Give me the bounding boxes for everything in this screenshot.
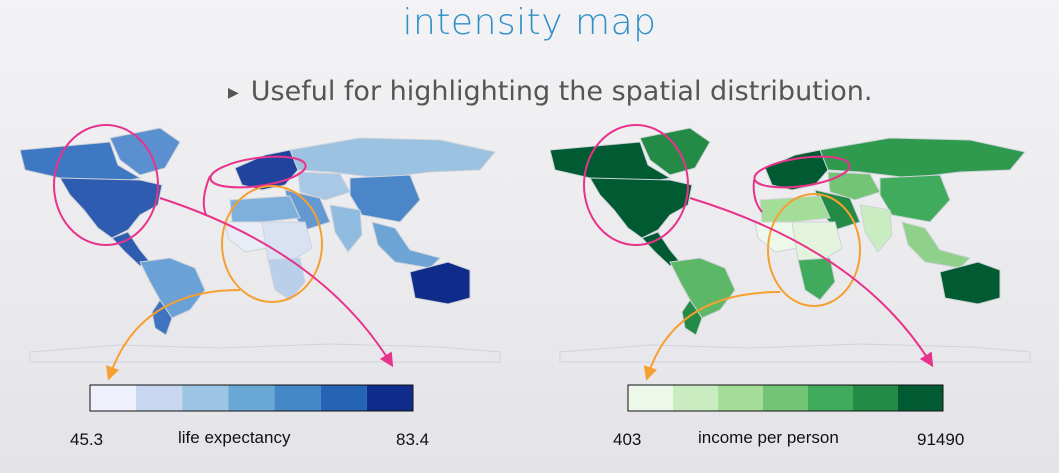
region-north-america xyxy=(589,177,693,239)
legend-swatch xyxy=(718,385,763,411)
legend-swatch xyxy=(853,385,898,411)
pink-connector-left xyxy=(202,175,211,216)
region-africa-central xyxy=(261,221,313,263)
region-patagonia xyxy=(151,299,173,336)
region-south-america xyxy=(139,257,206,319)
region-australia xyxy=(409,261,471,305)
legend-swatch xyxy=(274,385,321,411)
bullet-item: ▶ Useful for highlighting the spatial dis… xyxy=(228,76,872,107)
legend-swatch xyxy=(136,385,183,411)
legend-life-expectancy xyxy=(89,384,414,412)
region-se-asia xyxy=(901,221,971,269)
legend-income-per-person xyxy=(627,384,944,412)
region-north-america xyxy=(59,177,163,239)
region-australia xyxy=(939,261,1001,305)
slide-title: intensity map xyxy=(402,2,657,43)
pink-arrow-left xyxy=(159,197,394,368)
pink-circle-north-america xyxy=(53,124,159,246)
legend-swatch xyxy=(808,385,853,411)
region-india xyxy=(859,204,893,253)
legend-swatch xyxy=(320,385,367,411)
orange-circle-africa xyxy=(767,193,861,307)
legend-title-life-expectancy: life expectancy xyxy=(178,428,291,447)
legend-swatch xyxy=(628,385,673,411)
annotations-right xyxy=(583,124,934,381)
legend-max-income: 91490 xyxy=(917,430,965,449)
region-europe xyxy=(764,149,829,191)
legend-max-life-expectancy: 83.4 xyxy=(396,430,430,449)
annotations-left xyxy=(53,124,394,381)
legend-title-income: income per person xyxy=(698,428,839,447)
legend-swatch xyxy=(228,385,275,411)
region-greenland xyxy=(109,127,181,176)
region-antarctica xyxy=(559,343,1031,363)
region-se-asia xyxy=(371,221,441,269)
region-patagonia xyxy=(681,299,703,336)
region-greenland xyxy=(639,127,711,176)
legend-swatch xyxy=(898,385,943,411)
region-russia xyxy=(289,137,496,179)
legend-swatch xyxy=(182,385,229,411)
world-map-income-per-person xyxy=(549,127,1031,363)
legend-min-income: 403 xyxy=(613,430,642,449)
pink-circle-europe xyxy=(209,155,307,189)
legend-border xyxy=(89,384,414,412)
region-africa-west xyxy=(754,221,799,253)
world-map-life-expectancy xyxy=(19,127,501,363)
region-central-asia xyxy=(827,171,881,201)
region-africa-south xyxy=(267,257,306,301)
region-south-america xyxy=(669,257,736,319)
region-africa-north xyxy=(229,195,301,223)
orange-circle-africa xyxy=(221,185,323,303)
pink-circle-europe xyxy=(753,155,851,189)
legend-swatch xyxy=(90,385,137,411)
region-africa-south xyxy=(797,257,836,301)
region-antarctica xyxy=(29,343,501,363)
region-central-asia xyxy=(297,171,351,201)
orange-arrow-left xyxy=(106,289,241,381)
pink-connector-right xyxy=(752,179,763,213)
region-africa-central xyxy=(791,221,843,263)
region-china xyxy=(879,174,951,223)
region-china xyxy=(349,174,421,223)
legend-min-life-expectancy: 45.3 xyxy=(70,430,104,449)
legend-swatch xyxy=(366,385,413,411)
region-russia xyxy=(819,137,1026,179)
legend-swatch xyxy=(763,385,808,411)
legend-border xyxy=(627,384,944,412)
bullet-text: Useful for highlighting the spatial dist… xyxy=(250,76,873,107)
pink-arrow-right xyxy=(689,197,934,368)
legend-swatch xyxy=(673,385,718,411)
pink-circle-north-america xyxy=(583,124,689,246)
region-india xyxy=(329,204,363,253)
bullet-triangle-icon: ▶ xyxy=(228,84,239,101)
orange-arrow-right xyxy=(643,291,781,381)
